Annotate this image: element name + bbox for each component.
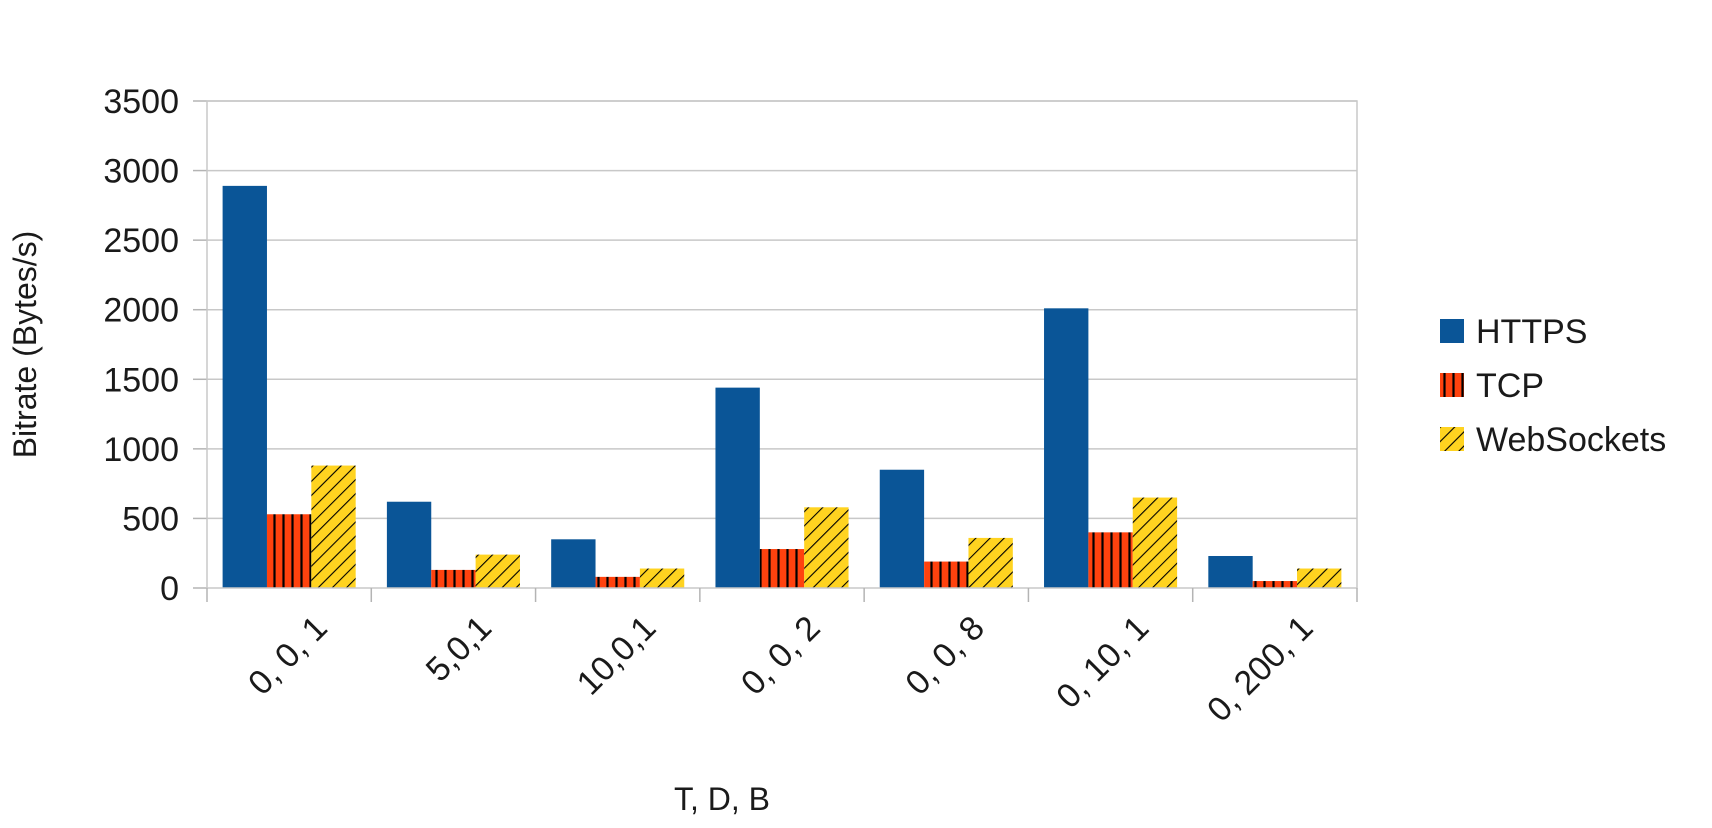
bar-tcp-3 xyxy=(759,549,805,588)
y-tick-label: 3500 xyxy=(103,83,179,121)
bar-websockets-5 xyxy=(1132,497,1178,588)
legend: HTTPS TCP WebSockets xyxy=(1440,313,1666,459)
x-axis-title: T, D, B xyxy=(674,781,770,817)
bar-https-6 xyxy=(1208,555,1253,588)
x-tick-label: 10,0,1 xyxy=(570,609,664,703)
x-tick-label: 0, 200, 1 xyxy=(1200,609,1320,729)
x-tick-label: 0, 0, 1 xyxy=(241,609,335,703)
bar-https-5 xyxy=(1044,308,1089,588)
legend-label-tcp: TCP xyxy=(1476,367,1544,405)
legend-swatch-https xyxy=(1440,319,1464,343)
legend-label-https: HTTPS xyxy=(1476,313,1587,351)
y-tick-label: 2000 xyxy=(103,292,179,330)
bar-https-1 xyxy=(386,501,432,588)
legend-swatch-tcp xyxy=(1440,373,1464,397)
bar-websockets-2 xyxy=(639,568,685,588)
bar-websockets-1 xyxy=(475,554,520,588)
bar-tcp-5 xyxy=(1088,532,1133,588)
bar-tcp-2 xyxy=(595,576,640,588)
bar-tcp-4 xyxy=(924,561,969,588)
bar-tcp-1 xyxy=(431,569,476,588)
bars xyxy=(222,185,1342,588)
x-tick-label: 0, 0, 8 xyxy=(898,609,992,703)
bar-tcp-6 xyxy=(1252,581,1298,588)
y-tick-label: 1500 xyxy=(103,361,179,399)
y-tick-label: 3000 xyxy=(103,153,179,191)
y-axis-title: Bitrate (Bytes/s) xyxy=(7,231,43,459)
x-tick-label: 0, 0, 2 xyxy=(734,609,828,703)
legend-swatch-websockets xyxy=(1440,427,1464,451)
grid-lines xyxy=(207,100,1357,520)
x-tick-label: 0, 10, 1 xyxy=(1049,609,1156,716)
bar-https-4 xyxy=(879,469,925,588)
y-tick-label: 0 xyxy=(160,570,179,608)
bar-websockets-6 xyxy=(1297,568,1342,588)
plot-frame xyxy=(206,100,1358,589)
bar-tcp-0 xyxy=(266,514,312,588)
legend-label-websockets: WebSockets xyxy=(1476,421,1666,459)
bar-https-2 xyxy=(551,539,596,588)
y-tick-label: 500 xyxy=(122,500,179,538)
bar-websockets-0 xyxy=(311,465,356,588)
bar-websockets-3 xyxy=(804,507,849,588)
bar-https-3 xyxy=(715,387,760,588)
y-tick-label: 2500 xyxy=(103,222,179,260)
x-tick-label: 5,0,1 xyxy=(419,609,499,689)
bar-https-0 xyxy=(222,185,267,588)
bar-websockets-4 xyxy=(968,537,1013,588)
y-tick-label: 1000 xyxy=(103,431,179,469)
